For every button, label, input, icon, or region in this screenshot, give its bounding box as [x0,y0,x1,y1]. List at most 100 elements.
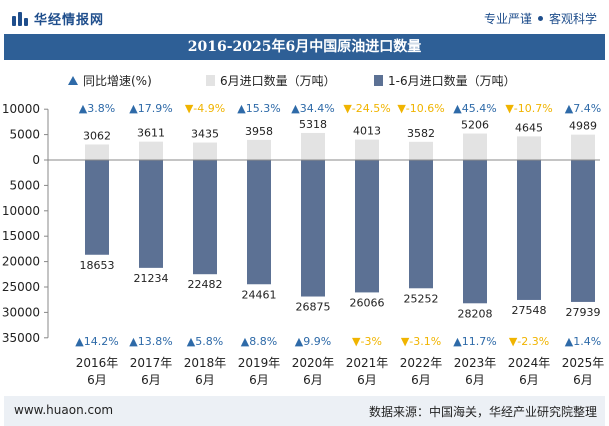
monthly-import-bar [139,141,163,160]
cumulative-yoy-label: ▼-3% [352,335,382,348]
monthly-import-bar [193,142,217,160]
monthly-value-label: 4989 [569,120,597,133]
cumulative-value-label: 26066 [350,296,385,309]
monthly-import-bar [571,134,595,160]
cumulative-import-bar [463,160,487,304]
monthly-value-label: 5318 [299,118,327,131]
slogan-right: 客观科学 [548,12,597,26]
cumulative-value-label: 22482 [188,278,223,291]
cumulative-yoy-label: ▲11.7% [453,335,496,348]
chart-title: 2016-2025年6月中国原油进口数量 [187,39,422,55]
cumulative-import-bar [571,160,595,302]
data-source: 数据来源：中国海关，华经产业研究院整理 [368,405,597,419]
x-category-label-year: 2023年 [454,356,497,370]
cumulative-import-bar [85,160,109,255]
monthly-import-bar [247,139,271,160]
x-category-label-month: 6月 [303,373,323,387]
y-tick-label: 35000 [2,331,40,345]
legend-label-yoy: 同比增速(%) [83,74,152,88]
x-category-label-year: 2019年 [238,356,281,370]
x-category-label-year: 2025年 [562,356,605,370]
y-tick-label: 20000 [2,255,40,269]
cumulative-value-label: 27548 [512,304,547,317]
x-category-label-year: 2017年 [130,356,173,370]
legend-item-yoy: 同比增速(%) [68,72,152,89]
y-tick-label: 15000 [2,229,40,243]
x-category-label-month: 6月 [465,373,485,387]
brand-logo[interactable]: 华经情报网 [12,9,104,28]
title-bar: 2016-2025年6月中国原油进口数量 [4,34,605,60]
cumulative-value-label: 27939 [566,306,601,319]
monthly-import-bar [85,144,109,160]
x-category-label-year: 2020年 [292,356,335,370]
monthly-value-label: 3958 [245,125,273,138]
cumulative-import-bar [517,160,541,300]
cumulative-value-label: 28208 [458,307,493,320]
cumulative-yoy-label: ▲8.8% [241,335,277,348]
monthly-value-label: 3582 [407,127,435,140]
monthly-value-label: 3611 [137,127,165,140]
x-category-label-year: 2016年 [76,356,119,370]
cumulative-value-label: 24461 [242,288,277,301]
monthly-yoy-label: ▲15.3% [237,102,280,115]
cumulative-yoy-label: ▲13.8% [129,335,172,348]
monthly-import-bar [463,133,487,160]
cumulative-value-label: 21234 [134,272,169,285]
slogan-left: 专业严谨 [483,12,532,26]
legend-swatch-cumulative [374,75,383,86]
legend-label-monthly: 6月进口数量（万吨） [220,74,336,88]
cumulative-value-label: 25252 [404,292,439,305]
top-bar: 华经情报网 专业严谨 客观科学 [0,0,609,34]
cumulative-yoy-label: ▼-3.1% [401,335,441,348]
bullet-dot-icon [537,16,543,21]
monthly-value-label: 4013 [353,125,381,138]
x-category-label-month: 6月 [357,373,377,387]
monthly-yoy-label: ▲17.9% [129,102,172,115]
y-tick-label: 0 [32,153,40,167]
monthly-import-bar [517,136,541,160]
website-link[interactable]: www.huaon.com [14,403,114,417]
monthly-yoy-label: ▲34.4% [291,102,334,115]
monthly-yoy-label: ▲3.8% [79,102,115,115]
cumulative-import-bar [247,160,271,285]
y-tick-label: 5000 [9,178,40,192]
cumulative-value-label: 18653 [80,259,115,272]
x-category-label-month: 6月 [141,373,161,387]
monthly-import-bar [355,139,379,160]
cumulative-value-label: 26875 [296,301,331,314]
monthly-value-label: 4645 [515,121,543,134]
x-category-label-month: 6月 [87,373,107,387]
cumulative-yoy-label: ▲5.8% [187,335,223,348]
monthly-yoy-label: ▼-24.5% [343,102,390,115]
x-category-label-year: 2024年 [508,356,551,370]
monthly-yoy-label: ▼-10.6% [397,102,444,115]
y-tick-label: 25000 [2,280,40,294]
legend-swatch-monthly [206,75,215,86]
legend-item-monthly: 6月进口数量（万吨） [206,72,336,89]
brand-name: 华经情报网 [34,13,105,28]
cumulative-import-bar [409,160,433,289]
legend-label-cumulative: 1-6月进口数量（万吨） [388,74,516,88]
monthly-yoy-label: ▼-10.7% [505,102,552,115]
cumulative-yoy-label: ▲14.2% [75,335,118,348]
monthly-yoy-label: ▲45.4% [453,102,496,115]
cumulative-yoy-label: ▲1.4% [565,335,601,348]
cumulative-yoy-label: ▼-2.3% [509,335,549,348]
cumulative-import-bar [139,160,163,268]
cumulative-import-bar [301,160,325,297]
footer: www.huaon.com 数据来源：中国海关，华经产业研究院整理 [4,396,605,426]
cumulative-import-bar [193,160,217,275]
bar-logo-icon [12,11,28,27]
monthly-value-label: 3062 [83,129,111,142]
monthly-import-bar [409,141,433,160]
bar-chart: 10000 5000 0 5000 10000 15000 20000 25000 30000 3… [2,102,605,387]
legend-item-cumulative: 1-6月进口数量（万吨） [374,72,516,89]
x-category-label-year: 2022年 [400,356,443,370]
monthly-yoy-label: ▲7.4% [565,102,601,115]
x-category-label-month: 6月 [519,373,539,387]
triangle-up-icon [68,76,78,85]
x-category-label-month: 6月 [411,373,431,387]
chart-legend: 同比增速(%) 6月进口数量（万吨） 1-6月进口数量（万吨） [0,72,609,92]
y-tick-label: 10000 [2,204,40,218]
x-category-label-year: 2021年 [346,356,389,370]
